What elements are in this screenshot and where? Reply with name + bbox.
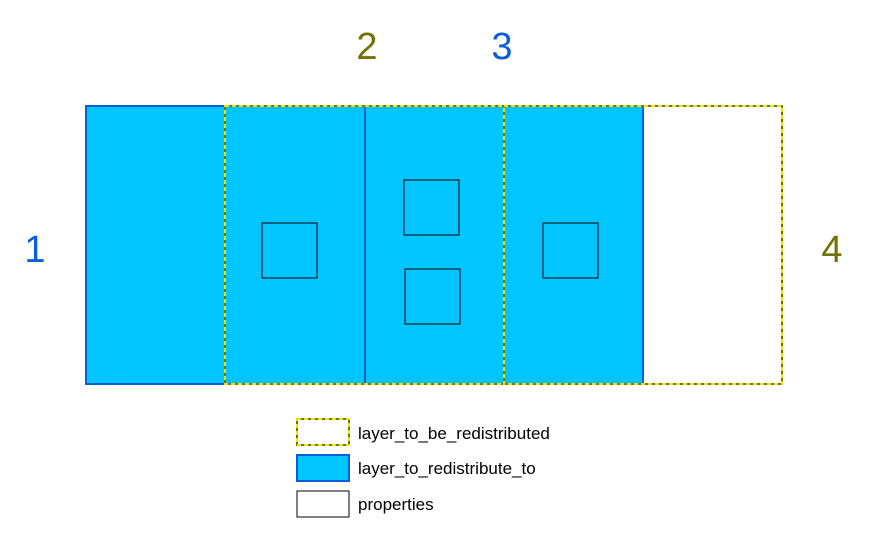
blue-polygon-4 — [503, 105, 644, 385]
properties-squares — [261, 179, 599, 325]
legend-swatch-blue — [296, 454, 350, 482]
blue-polygon-3 — [364, 105, 505, 385]
legend-item-properties: properties — [296, 490, 434, 518]
dashed-polygon-4 — [503, 105, 783, 385]
legend-swatch-properties — [296, 490, 350, 518]
blue-polygon-2 — [224, 105, 366, 385]
blue-polygon-1 — [85, 105, 226, 385]
property-square-3 — [404, 268, 461, 325]
legend-swatch-dashed — [296, 418, 350, 446]
legend-item-layer-to-redistribute-to: layer_to_redistribute_to — [296, 454, 536, 482]
legend: layer_to_be_redistributed layer_to_redis… — [296, 418, 550, 518]
property-square-4 — [542, 222, 599, 279]
property-square-2 — [403, 179, 460, 236]
property-square-1 — [261, 222, 318, 279]
legend-label-layer-to-be-redistributed: layer_to_be_redistributed — [358, 424, 550, 443]
legend-item-layer-to-be-redistributed: layer_to_be_redistributed — [296, 418, 550, 446]
region-label-4: 4 — [821, 229, 842, 271]
legend-label-properties: properties — [358, 495, 434, 514]
region-label-1: 1 — [24, 229, 45, 271]
layer-to-redistribute-to-polygons — [85, 105, 644, 385]
region-label-2: 2 — [356, 26, 377, 68]
layer-to-be-redistributed-polygons — [224, 105, 783, 385]
region-label-3: 3 — [491, 26, 512, 68]
legend-label-layer-to-redistribute-to: layer_to_redistribute_to — [358, 459, 536, 478]
